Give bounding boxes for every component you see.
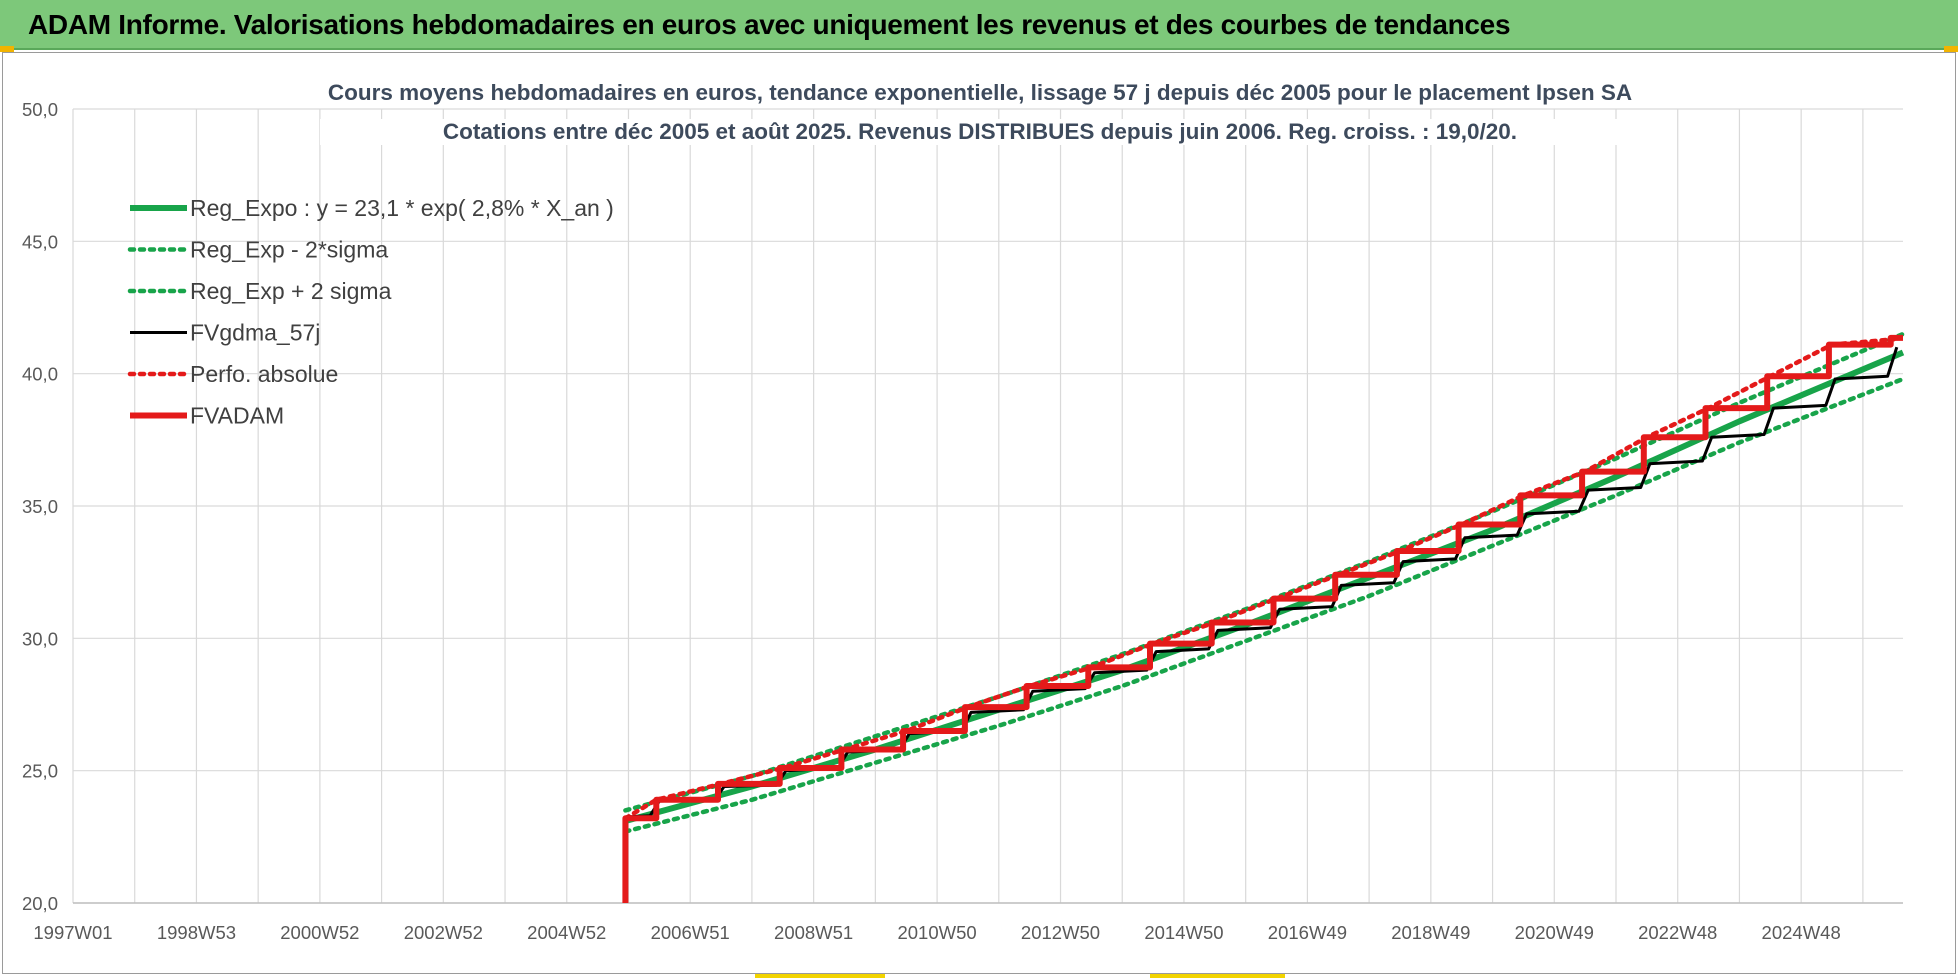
x-tick-label: 2014W50 — [1144, 922, 1223, 943]
x-tick-label: 2012W50 — [1021, 922, 1100, 943]
x-tick-label: 1997W01 — [33, 922, 112, 943]
x-tick-label: 2020W49 — [1515, 922, 1594, 943]
y-tick-label: 25,0 — [22, 761, 58, 782]
x-tick-label: 2016W49 — [1268, 922, 1347, 943]
x-tick-label: 2004W52 — [527, 922, 606, 943]
y-tick-label: 40,0 — [22, 364, 58, 385]
y-axis: 20,0 25,0 30,0 35,0 40,0 45,0 50,0 — [22, 99, 58, 914]
chart-subtitle: Cotations entre déc 2005 et août 2025. R… — [320, 119, 1640, 145]
y-tick-label: 50,0 — [22, 99, 58, 120]
x-axis: 1997W01 1998W53 2000W52 2002W52 2004W52 2006W… — [33, 922, 1840, 943]
bottom-marker — [1150, 974, 1285, 978]
y-tick-label: 30,0 — [22, 628, 58, 649]
y-tick-label: 20,0 — [22, 893, 58, 914]
corner-marker — [0, 46, 14, 52]
series-line — [622, 334, 1903, 903]
x-tick-label: 2010W50 — [897, 922, 976, 943]
series-line — [623, 376, 1906, 834]
x-tick-label: 1998W53 — [157, 922, 236, 943]
legend-label: Reg_Expo : y = 23,1 * exp( 2,8% * X_an ) — [190, 195, 614, 221]
x-tick-label: 2022W48 — [1638, 922, 1717, 943]
series-layer — [622, 331, 1906, 903]
x-tick-label: 2006W51 — [651, 922, 730, 943]
grid-lines — [72, 108, 1903, 904]
legend-label: FVADAM — [190, 403, 284, 429]
y-tick-label: 35,0 — [22, 496, 58, 517]
chart-frame — [2, 52, 1956, 974]
x-tick-label: 2008W51 — [774, 922, 853, 943]
bottom-marker — [755, 974, 885, 978]
x-tick-label: 2000W52 — [280, 922, 359, 943]
x-tick-label: 2018W49 — [1391, 922, 1470, 943]
x-tick-label: 2024W48 — [1762, 922, 1841, 943]
legend-label: Perfo. absolue — [190, 361, 338, 387]
chart-title: Cours moyens hebdomadaires en euros, ten… — [320, 80, 1640, 106]
report-title: ADAM Informe. Valorisations hebdomadaire… — [28, 9, 1511, 40]
series-line — [623, 337, 1896, 821]
series-line — [624, 349, 1905, 824]
x-tick-label: 2002W52 — [404, 922, 483, 943]
report-banner: ADAM Informe. Valorisations hebdomadaire… — [0, 0, 1958, 50]
legend-label: Reg_Exp - 2*sigma — [190, 237, 388, 263]
legend-label: Reg_Exp + 2 sigma — [190, 278, 392, 304]
series-line — [623, 331, 1906, 813]
corner-marker — [1944, 46, 1958, 52]
y-tick-label: 45,0 — [22, 231, 58, 252]
legend-label: FVgdma_57j — [190, 320, 320, 346]
legend: Reg_Expo : y = 23,1 * exp( 2,8% * X_an )… — [127, 195, 614, 429]
